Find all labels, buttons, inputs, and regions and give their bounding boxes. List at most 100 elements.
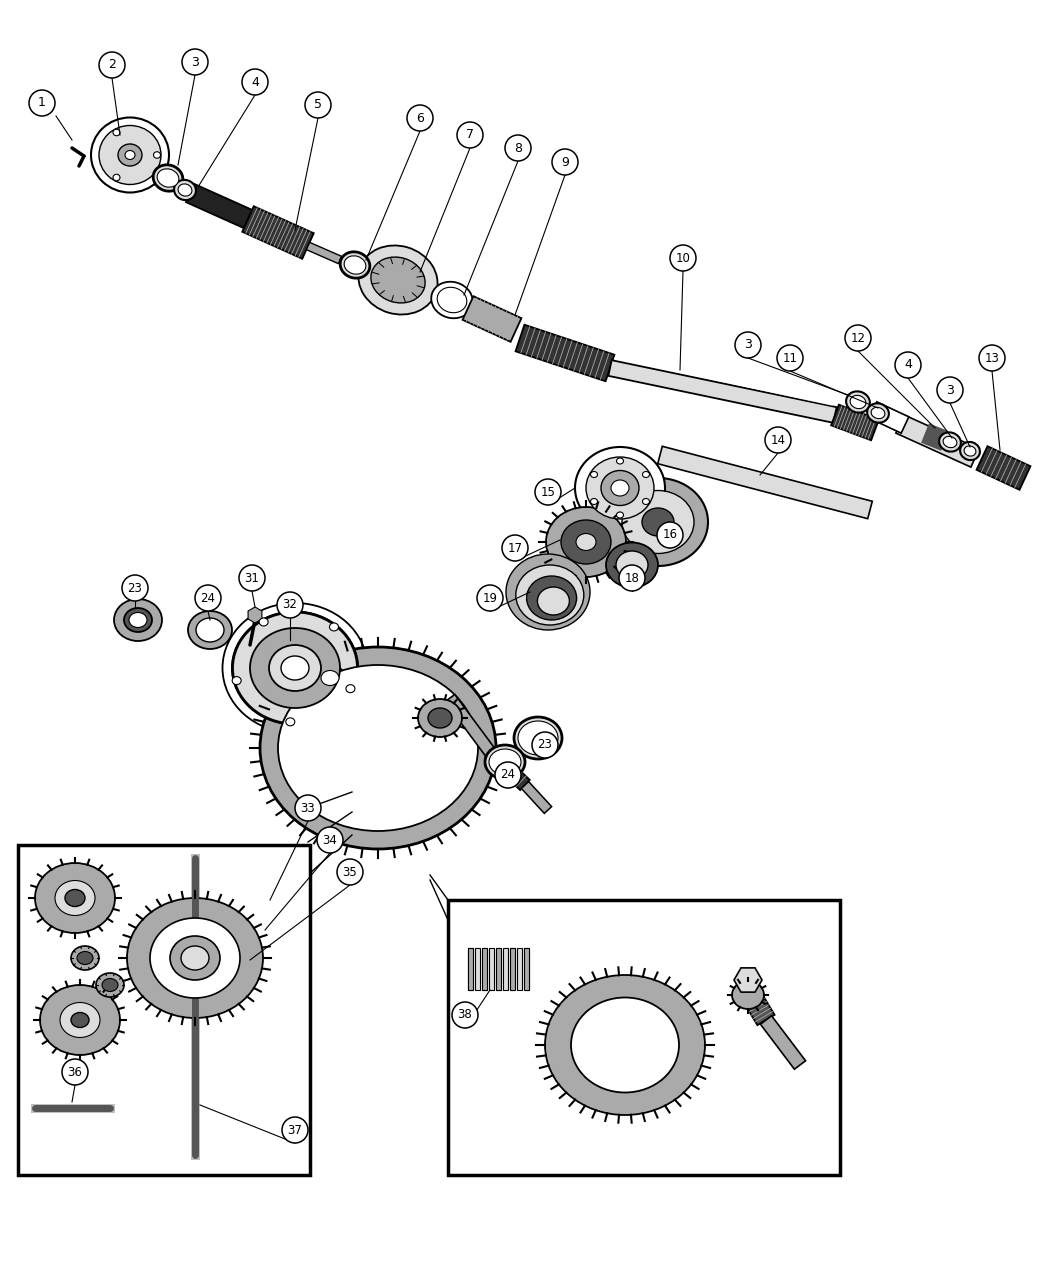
Ellipse shape — [616, 551, 648, 579]
Polygon shape — [832, 404, 879, 440]
Ellipse shape — [99, 125, 161, 185]
Polygon shape — [760, 1016, 805, 1070]
Polygon shape — [921, 423, 949, 451]
FancyBboxPatch shape — [482, 949, 487, 989]
Text: 24: 24 — [201, 592, 215, 604]
Ellipse shape — [96, 973, 124, 997]
Ellipse shape — [232, 612, 357, 724]
Circle shape — [552, 149, 578, 175]
Ellipse shape — [55, 881, 94, 915]
Circle shape — [295, 796, 321, 821]
Ellipse shape — [281, 657, 309, 680]
Text: 31: 31 — [245, 571, 259, 584]
Ellipse shape — [432, 282, 472, 319]
Circle shape — [536, 479, 561, 505]
Text: 4: 4 — [251, 75, 259, 88]
Ellipse shape — [232, 612, 357, 724]
Ellipse shape — [102, 978, 118, 992]
Circle shape — [502, 536, 528, 561]
Text: 37: 37 — [288, 1123, 302, 1136]
Text: 15: 15 — [541, 486, 555, 499]
Text: 19: 19 — [483, 592, 498, 604]
Circle shape — [532, 732, 558, 759]
Text: 32: 32 — [282, 598, 297, 612]
Ellipse shape — [732, 980, 764, 1009]
Ellipse shape — [315, 666, 345, 691]
Ellipse shape — [643, 499, 650, 505]
Circle shape — [304, 92, 331, 119]
Ellipse shape — [153, 152, 161, 158]
Ellipse shape — [960, 442, 980, 460]
Ellipse shape — [40, 986, 120, 1054]
Text: 38: 38 — [458, 1009, 472, 1021]
Circle shape — [895, 352, 921, 377]
Ellipse shape — [113, 129, 120, 135]
Ellipse shape — [330, 623, 338, 631]
Circle shape — [242, 69, 268, 96]
Polygon shape — [516, 325, 614, 381]
Ellipse shape — [344, 256, 365, 274]
Text: 12: 12 — [850, 332, 865, 344]
FancyBboxPatch shape — [524, 949, 529, 989]
Text: 4: 4 — [904, 358, 912, 371]
Text: 5: 5 — [314, 98, 322, 111]
Ellipse shape — [178, 184, 192, 196]
Circle shape — [182, 48, 208, 75]
Circle shape — [777, 346, 803, 371]
Ellipse shape — [71, 1012, 89, 1028]
FancyBboxPatch shape — [496, 949, 501, 989]
Ellipse shape — [158, 168, 179, 187]
Ellipse shape — [223, 603, 368, 733]
Ellipse shape — [345, 685, 355, 692]
Circle shape — [505, 135, 531, 161]
FancyBboxPatch shape — [524, 949, 529, 989]
Ellipse shape — [571, 997, 679, 1093]
Circle shape — [735, 332, 761, 358]
Ellipse shape — [321, 671, 339, 686]
Circle shape — [337, 859, 363, 885]
Ellipse shape — [170, 936, 220, 980]
Ellipse shape — [939, 432, 961, 451]
Text: 23: 23 — [538, 738, 552, 751]
Ellipse shape — [124, 608, 152, 632]
Circle shape — [620, 565, 645, 592]
Ellipse shape — [150, 918, 240, 998]
Text: 33: 33 — [300, 802, 315, 815]
Ellipse shape — [514, 717, 562, 759]
Ellipse shape — [71, 946, 99, 970]
Circle shape — [477, 585, 503, 611]
Ellipse shape — [608, 478, 708, 566]
Ellipse shape — [643, 472, 650, 478]
Ellipse shape — [622, 491, 694, 553]
FancyBboxPatch shape — [496, 949, 501, 989]
Circle shape — [845, 325, 871, 351]
Ellipse shape — [545, 975, 705, 1116]
Ellipse shape — [606, 542, 658, 588]
FancyBboxPatch shape — [468, 949, 472, 989]
Ellipse shape — [601, 470, 639, 505]
Circle shape — [282, 1117, 308, 1142]
Ellipse shape — [125, 150, 135, 159]
Ellipse shape — [872, 407, 885, 418]
Ellipse shape — [576, 533, 596, 551]
Ellipse shape — [642, 507, 674, 536]
Ellipse shape — [538, 586, 569, 615]
Circle shape — [277, 592, 303, 618]
Ellipse shape — [113, 175, 120, 181]
FancyBboxPatch shape — [489, 949, 493, 989]
Circle shape — [457, 122, 483, 148]
FancyBboxPatch shape — [468, 949, 472, 989]
Ellipse shape — [575, 448, 665, 529]
Circle shape — [99, 52, 125, 78]
Ellipse shape — [437, 287, 467, 312]
Ellipse shape — [418, 699, 462, 737]
Polygon shape — [869, 402, 909, 434]
Polygon shape — [608, 360, 837, 423]
Polygon shape — [463, 296, 522, 342]
Ellipse shape — [77, 951, 93, 964]
Ellipse shape — [850, 395, 866, 408]
Ellipse shape — [485, 745, 525, 779]
Ellipse shape — [174, 180, 196, 200]
FancyBboxPatch shape — [448, 900, 840, 1176]
Polygon shape — [976, 446, 1030, 490]
